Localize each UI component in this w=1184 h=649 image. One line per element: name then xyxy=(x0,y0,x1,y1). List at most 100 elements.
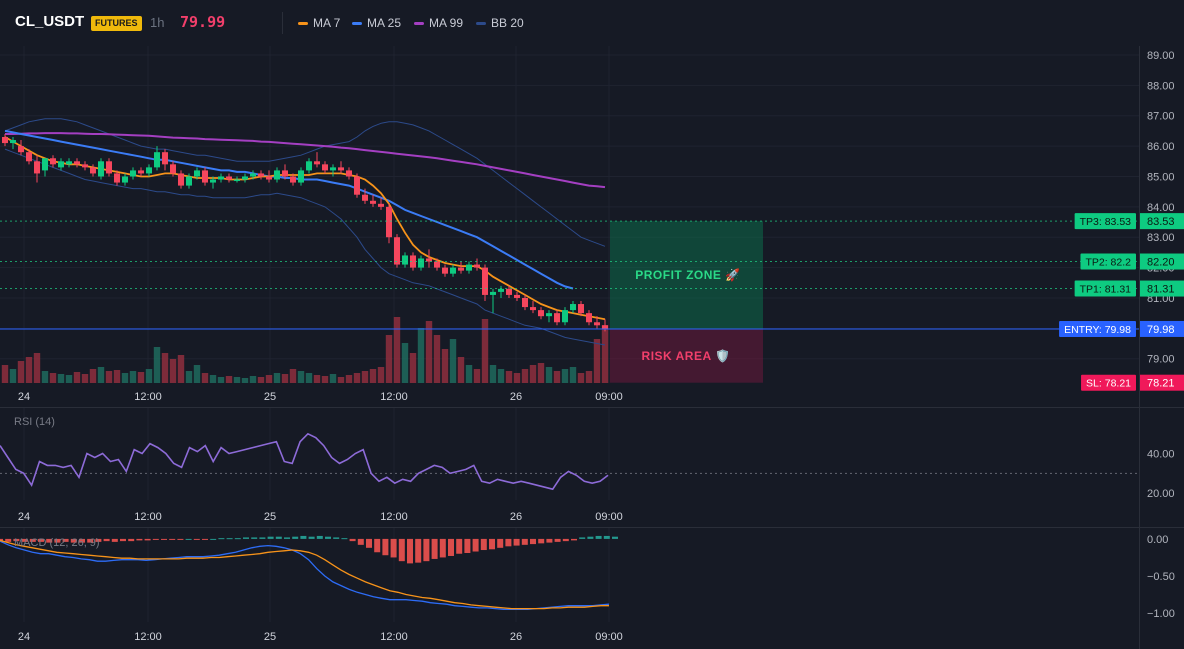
candle xyxy=(2,133,8,147)
bollinger-bands xyxy=(4,118,606,346)
tp3-tag-box xyxy=(1074,213,1136,230)
volume-bar xyxy=(321,376,329,383)
candle xyxy=(90,164,96,177)
moving-averages xyxy=(4,129,606,321)
volume-bar xyxy=(297,371,305,383)
volume-bar xyxy=(505,371,513,383)
legend-bb20[interactable]: BB 20 xyxy=(476,16,524,30)
time-tick-label: 25 xyxy=(264,511,276,523)
volume-bar xyxy=(569,367,577,383)
macd-histogram-bar xyxy=(497,538,504,548)
legend-ma99[interactable]: MA 99 xyxy=(414,16,463,30)
candle-body xyxy=(338,167,344,171)
candle xyxy=(298,167,304,186)
macd-histogram-bar xyxy=(226,538,233,540)
candle xyxy=(82,161,88,171)
macd-histogram-bar xyxy=(587,536,594,539)
candle-body xyxy=(202,170,208,183)
macd-histogram-bar xyxy=(54,538,61,543)
candle-body xyxy=(138,170,144,174)
candle-body xyxy=(466,264,472,271)
volume-bar xyxy=(169,359,177,383)
candlesticks xyxy=(2,133,608,332)
volume-bar xyxy=(17,361,25,383)
candle-body xyxy=(346,170,352,177)
futures-badge: FUTURES xyxy=(91,16,142,31)
tp2-price-box xyxy=(1140,253,1184,270)
volume-bar xyxy=(49,373,57,383)
candle xyxy=(258,170,264,180)
macd-tick-label: −1.00 xyxy=(1147,608,1175,620)
volume-bar xyxy=(377,367,385,383)
candle xyxy=(26,149,32,165)
macd-histogram-bar xyxy=(46,538,53,543)
profit-zone-label: PROFIT ZONE 🚀 xyxy=(635,268,740,282)
timeframe-label[interactable]: 1h xyxy=(150,15,165,30)
macd-pane: 0.00 −0.50 −1.00 xyxy=(0,534,1175,620)
candle xyxy=(538,307,544,320)
macd-histogram-bar xyxy=(579,537,586,539)
volume-bar xyxy=(89,369,97,383)
candle-body xyxy=(386,206,392,238)
macd-histogram-bar xyxy=(193,538,200,540)
macd-histogram-bar xyxy=(136,538,143,541)
candle-body xyxy=(370,200,376,204)
candle xyxy=(74,158,80,168)
ma7-swatch-icon xyxy=(298,21,308,25)
sl-price-label: 78.21 xyxy=(1147,378,1175,390)
volume-bar xyxy=(577,373,585,383)
candle xyxy=(202,167,208,186)
volume-bar xyxy=(337,377,345,383)
volume-bar xyxy=(265,375,273,383)
candle-body xyxy=(282,170,288,177)
legend-ma99-label: MA 99 xyxy=(429,16,464,30)
legend-ma25[interactable]: MA 25 xyxy=(352,16,401,30)
macd-histogram-bar xyxy=(87,538,94,543)
volume-bar xyxy=(449,339,457,383)
tp1-price-box xyxy=(1140,280,1184,297)
symbol-name[interactable]: CL_USDT xyxy=(15,13,85,30)
candle xyxy=(218,173,224,183)
rsi-line xyxy=(0,432,609,491)
time-tick-label: 12:00 xyxy=(380,391,408,403)
candle-body xyxy=(74,161,80,165)
volume-bars xyxy=(1,317,609,383)
tp1-price-label: 81.31 xyxy=(1147,284,1175,296)
tp2-tag: TP2: 82.2 82.20 xyxy=(1080,253,1184,270)
volume-bar xyxy=(9,369,17,383)
rsi-tick-label: 40.00 xyxy=(1147,449,1175,461)
legend-ma7[interactable]: MA 7 xyxy=(298,16,340,30)
candle-body xyxy=(586,313,592,323)
candle xyxy=(346,167,352,180)
entry-tag-label: ENTRY: 79.98 xyxy=(1064,324,1131,336)
volume-bar xyxy=(145,369,153,383)
volume-bar xyxy=(177,355,185,383)
macd-histogram-bar xyxy=(521,538,528,545)
volume-bar xyxy=(33,353,41,383)
candle xyxy=(426,249,432,268)
candle-body xyxy=(298,170,304,183)
candle xyxy=(162,149,168,171)
macd-histogram-bar xyxy=(259,537,266,539)
tp3-price-label: 83.53 xyxy=(1147,216,1175,228)
volume-bar xyxy=(561,369,569,383)
candle-body xyxy=(98,161,104,177)
candle-body xyxy=(362,194,368,201)
candle xyxy=(586,310,592,326)
macd-histogram-bar xyxy=(341,538,348,540)
candle xyxy=(186,173,192,189)
macd-histogram-bar xyxy=(243,537,249,539)
entry-tag: ENTRY: 79.98 79.98 xyxy=(1059,320,1184,337)
price-tick-label: 88.00 xyxy=(1147,80,1175,92)
ma25-line xyxy=(4,129,574,290)
volume-bar xyxy=(425,321,433,383)
candle-body xyxy=(274,170,280,180)
sl-tag-box xyxy=(1081,374,1136,391)
candle-body xyxy=(322,164,328,171)
macd-histogram-bar xyxy=(70,538,77,543)
candle-body xyxy=(522,297,528,308)
macd-histogram-bar xyxy=(513,538,520,546)
volume-bar xyxy=(257,377,265,383)
volume-bar xyxy=(201,373,209,383)
